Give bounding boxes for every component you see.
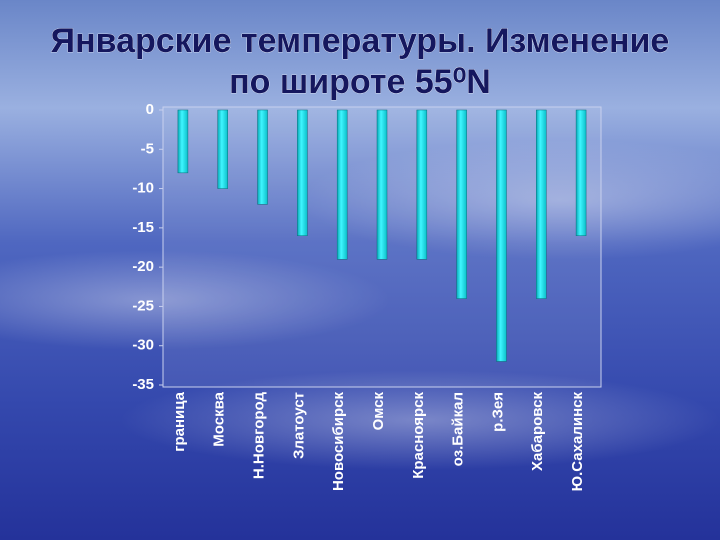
y-tick-label: -25 (132, 297, 154, 314)
bar (575, 109, 587, 236)
y-tick-label: -15 (132, 219, 154, 236)
bar (536, 109, 547, 299)
x-tick-label: Хабаровск (529, 392, 546, 471)
bar (217, 109, 228, 189)
y-tick-label: -10 (132, 180, 154, 197)
x-tick-label: граница (171, 391, 188, 451)
cloud (120, 370, 720, 470)
bar (416, 109, 428, 260)
x-tick-label: Н.Новгород (251, 392, 268, 480)
cloud (300, 140, 720, 260)
x-tick-label: Омск (370, 392, 387, 431)
bar (456, 109, 467, 299)
chart-title: Январские температуры. Изменение (51, 22, 670, 60)
x-tick-label: Москва (211, 391, 228, 446)
bar (496, 109, 507, 362)
y-tick-label: 0 (146, 101, 154, 118)
cloud (0, 250, 390, 350)
y-tick-label: -30 (132, 337, 154, 354)
x-tick-label: Златоуст (290, 392, 307, 459)
x-tick-label: Красноярск (410, 392, 427, 479)
bar (297, 109, 308, 236)
bar (257, 109, 268, 205)
bar (336, 109, 348, 260)
x-tick-label: Ю.Сахалинск (569, 392, 586, 492)
bar (376, 109, 388, 260)
y-tick-label: -5 (141, 140, 154, 157)
y-tick-label: -20 (132, 258, 154, 275)
x-tick-label: р.Зея (489, 392, 506, 432)
x-tick-label: Новосибирск (330, 392, 347, 492)
bar (177, 109, 189, 174)
x-tick-label: оз.Байкал (450, 392, 467, 466)
y-tick-label: -35 (132, 376, 154, 393)
chart-title: по широте 55⁰N (229, 63, 491, 101)
